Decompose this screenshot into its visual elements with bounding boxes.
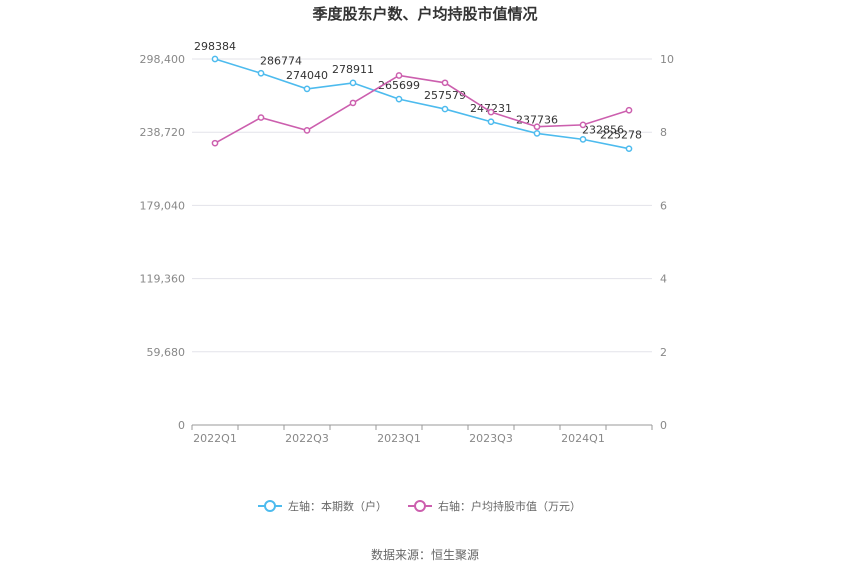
- data-point: [533, 130, 541, 137]
- x-tick-label: 2024Q1: [561, 432, 605, 445]
- x-tick-label: 2022Q3: [285, 432, 329, 445]
- legend[interactable]: 左轴：本期数（户） 右轴：户均持股市值（万元）: [258, 499, 581, 513]
- data-point: [257, 114, 265, 121]
- legend-item-1[interactable]: 左轴：本期数（户）: [258, 499, 387, 513]
- legend-item-2[interactable]: 右轴：户均持股市值（万元）: [408, 499, 581, 513]
- data-label: 298384: [194, 40, 236, 53]
- data-point: [533, 123, 541, 131]
- data-point: [487, 108, 495, 116]
- data-point: [625, 106, 633, 114]
- left-tick-label: 238,720: [140, 126, 186, 139]
- data-point: [441, 105, 449, 113]
- chart-title: 季度股东户数、户均持股市值情况: [312, 5, 537, 23]
- data-point: [211, 139, 219, 147]
- data-point: [349, 99, 357, 107]
- left-tick-label: 298,400: [140, 53, 186, 66]
- data-point: [487, 118, 495, 126]
- data-source: 数据来源：恒生聚源: [371, 547, 479, 562]
- x-axis-ticks: 2022Q1 2022Q3 2023Q1 2023Q3 2024Q1: [191, 425, 653, 445]
- right-axis-ticks: 0 2 4 6 8 10: [660, 53, 674, 432]
- series-2: [211, 72, 633, 147]
- data-point: [625, 145, 633, 153]
- series-line: [214, 58, 630, 150]
- x-tick-label: 2022Q1: [193, 432, 237, 445]
- data-label: 225278: [600, 129, 642, 142]
- right-tick-label: 6: [660, 199, 667, 212]
- data-label: 257579: [424, 89, 466, 102]
- data-point: [395, 72, 403, 79]
- legend-swatch-marker: [414, 500, 426, 512]
- left-tick-label: 179,040: [140, 199, 186, 212]
- data-point: [579, 121, 587, 129]
- right-tick-label: 8: [660, 126, 667, 139]
- data-point: [257, 69, 265, 77]
- data-point: [349, 79, 357, 87]
- x-tick-label: 2023Q1: [377, 432, 421, 445]
- data-point: [303, 85, 311, 93]
- legend-label: 左轴：本期数（户）: [288, 499, 387, 513]
- right-tick-label: 4: [660, 273, 667, 286]
- legend-swatch-marker: [264, 500, 276, 512]
- left-tick-label: 119,360: [140, 273, 186, 286]
- data-label: 232856: [582, 123, 624, 136]
- right-tick-label: 2: [660, 346, 667, 359]
- data-label: 265699: [378, 79, 420, 92]
- right-tick-label: 10: [660, 53, 674, 66]
- data-point: [211, 55, 219, 63]
- left-tick-label: 0: [178, 419, 185, 432]
- data-point: [579, 136, 587, 143]
- data-point: [441, 79, 449, 87]
- x-tick-label: 2023Q3: [469, 432, 513, 445]
- data-label: 286774: [260, 54, 302, 67]
- data-label: 274040: [286, 69, 328, 82]
- legend-label: 右轴：户均持股市值（万元）: [438, 499, 581, 513]
- series-line: [214, 74, 630, 144]
- left-axis-ticks: 0 59,680 119,360 179,040 238,720 298,400: [140, 53, 186, 432]
- right-tick-label: 0: [660, 419, 667, 432]
- data-label: 278911: [332, 63, 374, 76]
- left-tick-label: 59,680: [147, 346, 186, 359]
- data-point: [303, 127, 311, 134]
- grid-lines: [192, 58, 652, 426]
- data-point: [395, 95, 403, 103]
